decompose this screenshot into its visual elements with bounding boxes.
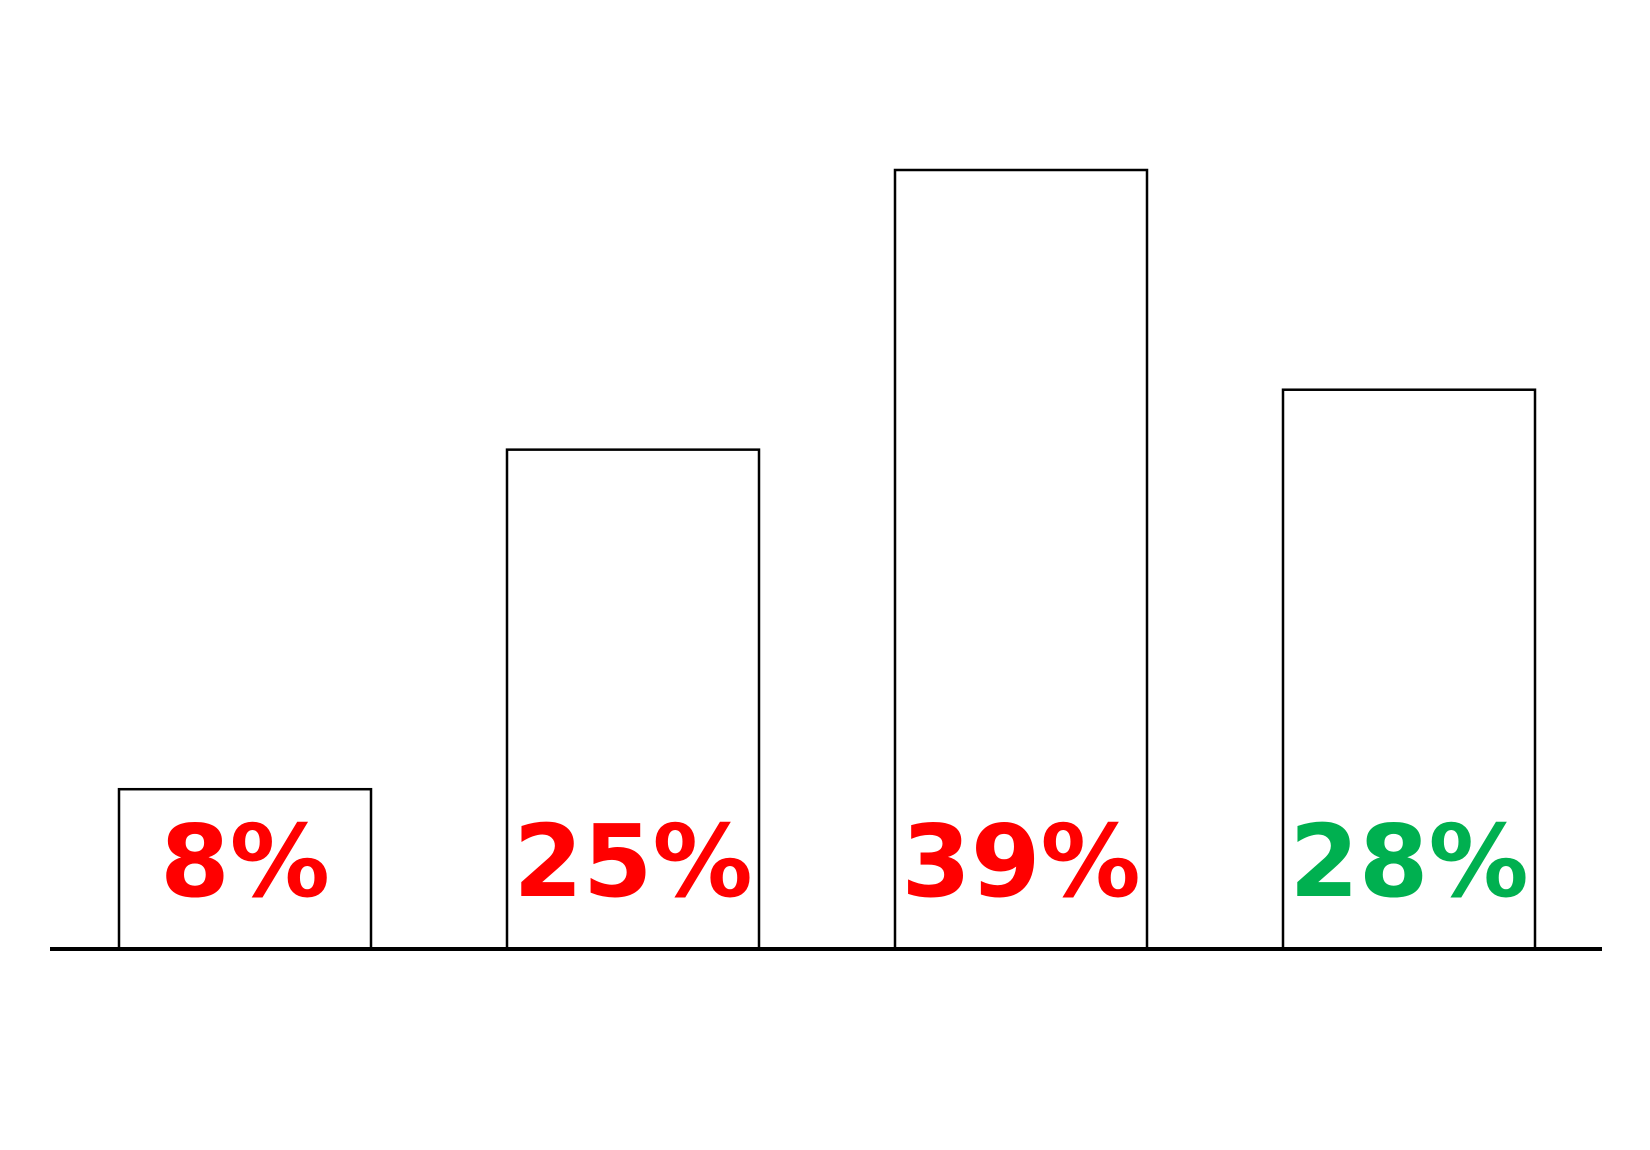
bar-3 <box>893 168 1149 951</box>
data-label-1: 8% <box>160 803 330 920</box>
bars-group <box>117 168 1537 951</box>
bar-2 <box>505 448 761 951</box>
data-labels-group: 8% 25% 39% 28% <box>160 803 1529 920</box>
data-label-4: 28% <box>1289 803 1528 920</box>
data-label-2: 25% <box>513 803 752 920</box>
bar-1 <box>117 787 373 951</box>
bar-4 <box>1281 388 1537 951</box>
data-label-3: 39% <box>901 803 1140 920</box>
